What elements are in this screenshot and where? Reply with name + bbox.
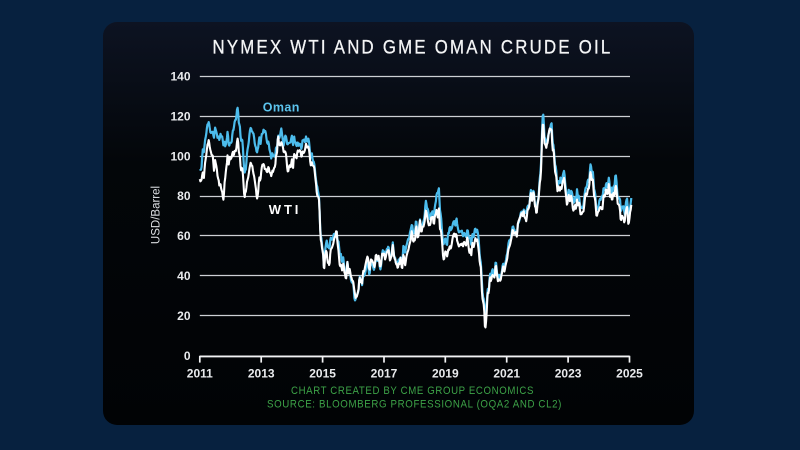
svg-text:NYMEX WTI AND GME OMAN CRUDE O: NYMEX WTI AND GME OMAN CRUDE OIL xyxy=(213,37,613,59)
svg-text:120: 120 xyxy=(170,109,190,123)
svg-text:WTI: WTI xyxy=(269,202,302,217)
svg-text:2013: 2013 xyxy=(248,367,275,381)
svg-text:2023: 2023 xyxy=(555,367,582,381)
svg-text:USD/Barrel: USD/Barrel xyxy=(151,186,163,244)
svg-text:2019: 2019 xyxy=(432,367,459,381)
svg-text:140: 140 xyxy=(170,69,190,83)
svg-text:2011: 2011 xyxy=(187,367,213,381)
svg-text:SOURCE: BLOOMBERG PROFESSIONAL: SOURCE: BLOOMBERG PROFESSIONAL (OQA2 AND… xyxy=(267,398,562,410)
svg-text:2021: 2021 xyxy=(493,367,520,381)
svg-text:80: 80 xyxy=(177,189,191,203)
svg-text:2015: 2015 xyxy=(309,367,336,381)
svg-text:20: 20 xyxy=(177,309,191,323)
svg-text:40: 40 xyxy=(177,269,191,283)
svg-text:100: 100 xyxy=(170,149,190,163)
svg-text:60: 60 xyxy=(177,229,191,243)
svg-text:2025: 2025 xyxy=(616,367,643,381)
svg-text:CHART CREATED BY CME GROUP ECO: CHART CREATED BY CME GROUP ECONOMICS xyxy=(291,385,534,397)
svg-text:Oman: Oman xyxy=(263,101,300,115)
svg-text:2017: 2017 xyxy=(371,367,398,381)
svg-text:0: 0 xyxy=(184,349,191,363)
